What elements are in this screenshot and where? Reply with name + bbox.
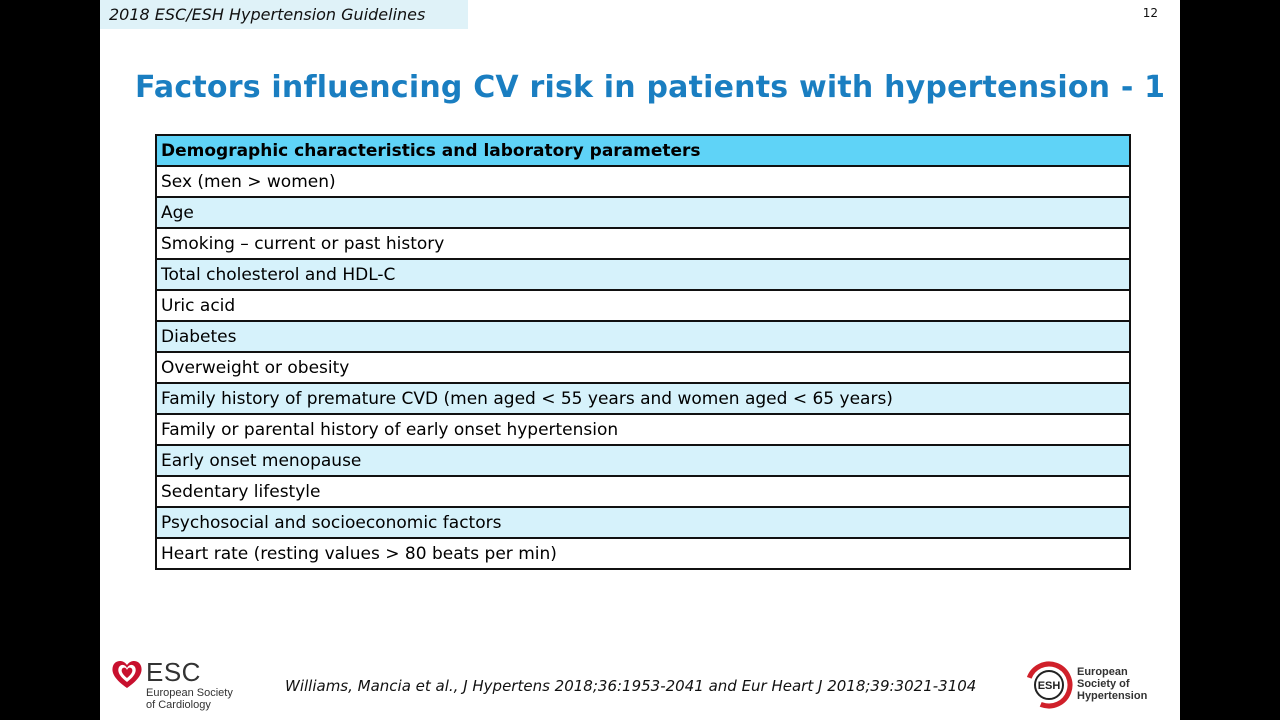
table-cell: Total cholesterol and HDL-C (155, 258, 1131, 291)
table-cell: Uric acid (155, 289, 1131, 322)
risk-factors-table: Demographic characteristics and laborato… (155, 134, 1131, 570)
table-row: Sedentary lifestyle (155, 475, 1131, 508)
esh-logo: ESH European Society of Hypertension (1020, 657, 1180, 715)
table-row: Age (155, 196, 1131, 229)
table-row: Early onset menopause (155, 444, 1131, 477)
table-cell: Smoking – current or past history (155, 227, 1131, 260)
citation: Williams, Mancia et al., J Hypertens 201… (285, 677, 977, 695)
table-cell: Family history of premature CVD (men age… (155, 382, 1131, 415)
slide: 2018 ESC/ESH Hypertension Guidelines 12 … (100, 0, 1180, 720)
table-cell: Family or parental history of early onse… (155, 413, 1131, 446)
slide-title: Factors influencing CV risk in patients … (135, 70, 1166, 105)
esh-name-line: Society of (1077, 678, 1130, 690)
table-row: Psychosocial and socioeconomic factors (155, 506, 1131, 539)
table-cell: Sex (men > women) (155, 165, 1131, 198)
esh-emblem-icon: ESH (1025, 661, 1073, 709)
table-cell: Age (155, 196, 1131, 229)
table-cell: Early onset menopause (155, 444, 1131, 477)
esh-full-name: European Society of Hypertension (1077, 666, 1147, 702)
table-row: Sex (men > women) (155, 165, 1131, 198)
esc-logo: ESC European Society of Cardiology (110, 657, 260, 715)
esh-name-line: European (1077, 666, 1128, 678)
table-header-cell: Demographic characteristics and laborato… (155, 134, 1131, 167)
table-cell: Diabetes (155, 320, 1131, 353)
table-row: Heart rate (resting values > 80 beats pe… (155, 537, 1131, 570)
esc-name-line: European Society (146, 687, 233, 699)
table-row: Diabetes (155, 320, 1131, 353)
page-number: 12 (1142, 6, 1158, 20)
esc-heart-icon (112, 660, 142, 688)
table-cell: Heart rate (resting values > 80 beats pe… (155, 537, 1131, 570)
table-row: Family or parental history of early onse… (155, 413, 1131, 446)
table-row: Family history of premature CVD (men age… (155, 382, 1131, 415)
esc-name-line: of Cardiology (146, 699, 211, 711)
guideline-header-tag: 2018 ESC/ESH Hypertension Guidelines (100, 0, 468, 29)
table-row: Total cholesterol and HDL-C (155, 258, 1131, 291)
table-cell: Overweight or obesity (155, 351, 1131, 384)
esh-name-line: Hypertension (1077, 690, 1148, 702)
table-row: Overweight or obesity (155, 351, 1131, 384)
esh-emblem-text: ESH (1038, 680, 1061, 692)
table-row: Uric acid (155, 289, 1131, 322)
table-cell: Psychosocial and socioeconomic factors (155, 506, 1131, 539)
table-row: Smoking – current or past history (155, 227, 1131, 260)
table-cell: Sedentary lifestyle (155, 475, 1131, 508)
esc-acronym: ESC (146, 657, 201, 687)
esc-full-name: European Society of Cardiology (146, 687, 233, 711)
table-header-row: Demographic characteristics and laborato… (155, 134, 1131, 167)
